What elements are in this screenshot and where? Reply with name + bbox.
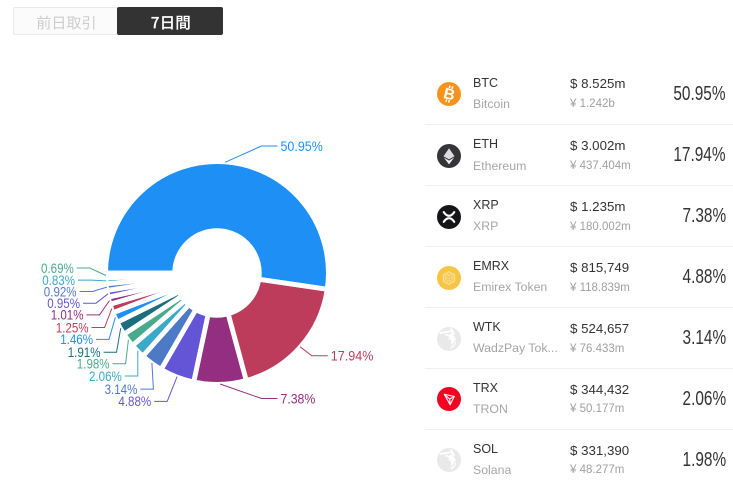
svg-text:0.83%: 0.83% — [42, 273, 75, 288]
svg-text:50.95%: 50.95% — [281, 139, 323, 154]
svg-text:1.25%: 1.25% — [56, 320, 89, 335]
svg-text:2.06%: 2.06% — [89, 369, 122, 384]
svg-text:3.14%: 3.14% — [105, 382, 138, 397]
svg-text:1.01%: 1.01% — [51, 308, 84, 323]
svg-text:0.69%: 0.69% — [41, 261, 74, 276]
svg-text:4.88%: 4.88% — [118, 394, 151, 409]
svg-text:17.94%: 17.94% — [331, 349, 374, 364]
svg-text:B: B — [442, 85, 457, 104]
svg-text:7.38%: 7.38% — [281, 391, 316, 406]
svg-text:0.95%: 0.95% — [47, 296, 80, 311]
svg-text:0.92%: 0.92% — [44, 284, 77, 299]
svg-text:1.46%: 1.46% — [60, 332, 93, 347]
svg-text:1.91%: 1.91% — [68, 345, 101, 360]
svg-text:1.98%: 1.98% — [77, 357, 110, 372]
